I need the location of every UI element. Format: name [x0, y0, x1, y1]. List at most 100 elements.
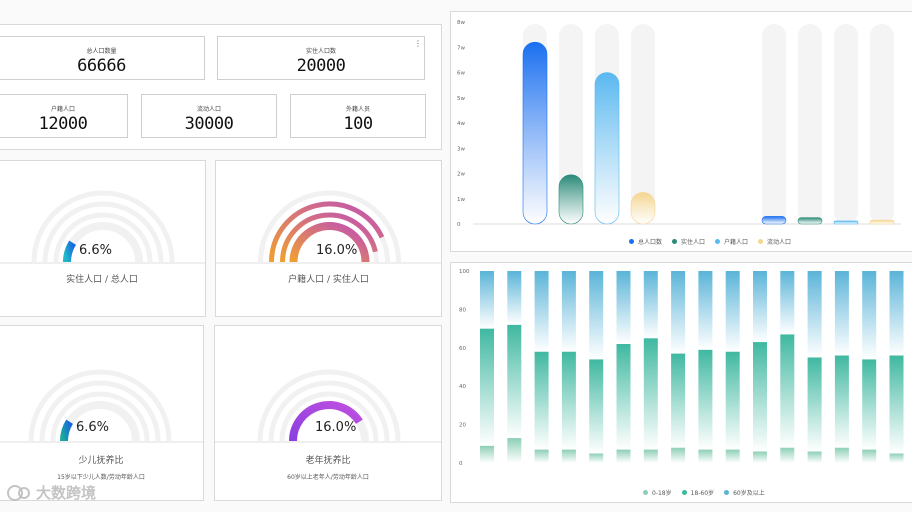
stacked-bar-segment: [561, 351, 576, 450]
stat-resident-population: 实住人口数 20000: [217, 36, 425, 80]
stacked-bar-segment: [725, 449, 740, 463]
bar: [869, 219, 895, 225]
gauge-track: [257, 369, 401, 442]
bar: [522, 41, 548, 225]
stacked-bar-segment: [589, 453, 604, 463]
stacked-bar-segment: [698, 449, 713, 463]
more-menu-icon[interactable]: ⋮: [414, 39, 422, 48]
stacked-bar-segment: [889, 271, 904, 356]
gauge-arc-chart: [216, 190, 441, 264]
stacked-bar-segment: [480, 328, 494, 446]
legend-dot-icon: [758, 239, 764, 244]
stacked-bar-segment: [753, 342, 767, 452]
stacked-bar-segment: [589, 359, 604, 454]
stat-floating-population: 流动人口 30000: [141, 94, 277, 138]
stat-registered-population: 户籍人口 12000: [0, 94, 128, 138]
y-tick-label: 2w: [457, 172, 465, 178]
gauge-track: [31, 190, 175, 263]
y-tick-label: 0: [459, 461, 463, 467]
population-bar-chart: 0 1w 2w 3w 4w 5w 6w 7w 8w: [457, 20, 901, 228]
stat-value: 100: [343, 114, 373, 134]
gauge-card: 16.0% 户籍人口 / 实住人口: [215, 160, 442, 317]
bar: [833, 220, 859, 225]
gauge-sublabel: 15岁以下少儿人数/劳动年龄人口: [57, 474, 145, 481]
gauge-value: 6.6%: [76, 420, 110, 435]
legend-dot-icon: [724, 490, 730, 495]
gauge-label: 实住人口 / 总人口: [66, 275, 138, 285]
legend-label: 户籍人口: [724, 239, 749, 246]
y-tick-label: 20: [459, 423, 466, 429]
y-tick-label: 5w: [457, 96, 465, 102]
y-tick-label: 100: [459, 269, 470, 275]
stat-label: 流动人口: [196, 106, 221, 113]
legend-item[interactable]: 实住人口: [672, 237, 705, 246]
gauge-sublabel: 60岁以上老年人/劳动年龄人口: [287, 474, 369, 481]
stacked-bar-segment: [725, 351, 740, 450]
legend-item[interactable]: 60岁及以上: [724, 488, 765, 497]
gauge-baseline: [0, 441, 203, 443]
stat-label: 总人口数量: [86, 48, 117, 55]
gauge-label: 少儿抚养比: [78, 456, 124, 466]
stacked-bar-segment: [780, 334, 795, 448]
watermark-logo-icon: [7, 484, 30, 501]
stat-label: 户籍人口: [50, 106, 75, 113]
stacked-bar-segment: [643, 271, 658, 339]
population-bar-chart-panel: 0 1w 2w 3w 4w 5w 6w 7w 8w 总人口数 实住人口 户籍人口 流动人口: [450, 11, 912, 252]
gauge-value: 16.0%: [315, 420, 357, 435]
gauge-value: 6.6%: [79, 243, 113, 258]
stacked-bar-segment: [616, 449, 631, 463]
gauge-label: 户籍人口 / 实住人口: [288, 275, 369, 285]
gauge-baseline: [216, 262, 441, 264]
age-structure-chart-panel: 0 20 40 60 80 100 0-18岁 18-60岁 60岁及以上: [450, 262, 912, 503]
bar: [558, 174, 584, 225]
legend-item[interactable]: 0-18岁: [643, 488, 672, 497]
stacked-bar-segment: [561, 271, 576, 352]
gauge-baseline: [215, 441, 441, 443]
stacked-bar-segment: [589, 271, 604, 360]
gauge-progress-arc: [269, 201, 385, 263]
legend-item[interactable]: 总人口数: [629, 237, 662, 246]
bar-background: [870, 24, 894, 224]
bar-background: [834, 24, 858, 224]
legend-dot-icon: [643, 490, 648, 495]
gauge-track: [53, 212, 153, 263]
legend-item[interactable]: 流动人口: [758, 237, 791, 246]
legend-dot-icon: [681, 490, 687, 495]
legend-item[interactable]: 18-60岁: [681, 488, 714, 497]
y-tick-label: 8w: [457, 20, 465, 26]
stacked-bar-segment: [725, 271, 740, 352]
gauge-progress-arc: [60, 419, 74, 442]
stacked-bar-segment: [834, 271, 849, 356]
y-tick-label: 60: [459, 346, 466, 352]
stacked-bar-segment: [643, 338, 658, 450]
watermark: 大数跨境: [6, 482, 96, 503]
stacked-bar-segment: [616, 271, 631, 344]
gauge-track: [279, 391, 379, 442]
stat-value: 12000: [38, 114, 88, 134]
legend-dot-icon: [715, 239, 721, 244]
gauge-label: 老年抚养比: [305, 456, 351, 466]
stacked-bar-segment: [698, 349, 713, 450]
gauge-card: 6.6% 少儿抚养比 15岁以下少儿人数/劳动年龄人口: [0, 325, 204, 501]
stat-foreign-population: 外籍人员 100: [290, 94, 426, 138]
stacked-bar-segment: [807, 271, 822, 358]
gauge-progress-arc: [280, 212, 378, 263]
gauge-card: 16.0% 老年抚养比 60岁以上老年人/劳动年龄人口: [214, 325, 442, 501]
y-tick-label: 40: [459, 384, 466, 390]
gauge-track: [42, 201, 164, 263]
bar-background: [631, 24, 655, 224]
stacked-bar-segment: [643, 449, 658, 463]
stacked-bar-segment: [834, 447, 849, 463]
bar-chart-legend: 总人口数 实住人口 户籍人口 流动人口: [629, 237, 791, 246]
stacked-bar-segment: [671, 447, 686, 463]
legend-label: 流动人口: [767, 239, 792, 246]
y-tick-label: 4w: [457, 121, 465, 127]
stacked-bar-segment: [698, 271, 713, 350]
stacked-bar-segment: [507, 438, 522, 463]
stacked-bar-segment: [807, 357, 822, 452]
legend-dot-icon: [629, 239, 634, 244]
legend-item[interactable]: 户籍人口: [715, 237, 748, 246]
gauge-baseline: [0, 262, 205, 264]
stat-label: 实住人口数: [305, 48, 336, 55]
stacked-bar-segment: [862, 271, 877, 360]
